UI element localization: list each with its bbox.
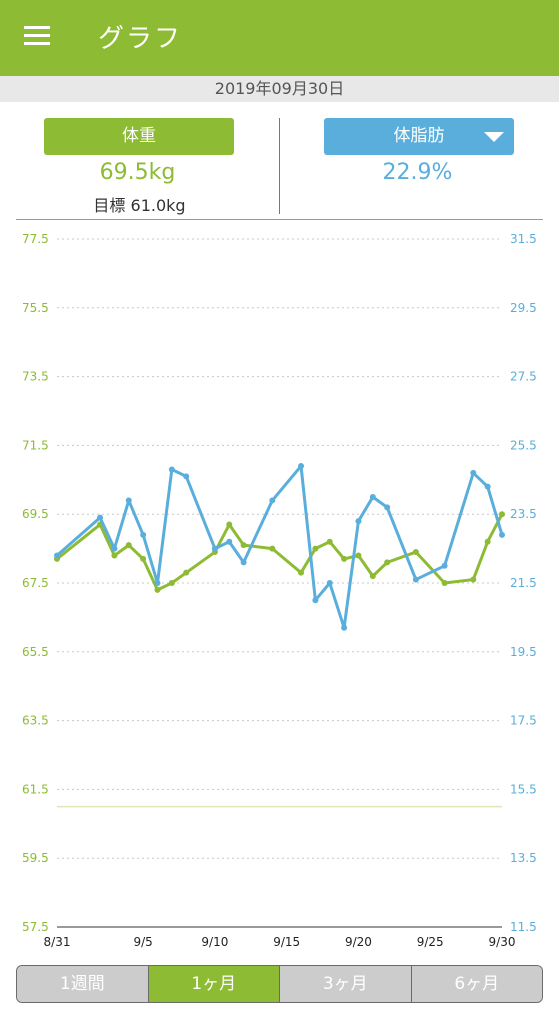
weight-data-point	[183, 569, 190, 576]
body-fat-data-point	[384, 504, 391, 511]
weight-fat-chart: 77.5 31.5 75.5 29.5 73.5 27.5 71.5 25.5 69.5 23.5…	[0, 222, 559, 960]
weight-data-point	[355, 552, 362, 559]
body-fat-data-point	[312, 597, 319, 604]
app-bar: グラフ	[0, 0, 559, 76]
right-axis-tick: 19.5	[510, 645, 537, 659]
x-axis-tick: 8/31	[44, 935, 71, 949]
weight-data-point	[168, 580, 175, 586]
header-divider	[16, 219, 543, 220]
weight-data-point	[484, 538, 491, 545]
weight-goal: 目標 61.0kg	[93, 196, 186, 215]
weight-data-point	[140, 555, 147, 562]
right-axis-tick: 15.5	[510, 782, 537, 796]
weight-data-point	[226, 521, 233, 528]
weight-data-point	[111, 552, 118, 559]
x-axis-tick: 9/30	[489, 935, 516, 949]
weight-series-line	[56, 513, 504, 592]
body-fat-data-point	[355, 518, 362, 525]
tab-3-months[interactable]: 3ヶ月	[280, 966, 412, 1002]
weight-data-point	[312, 545, 319, 552]
right-axis-tick: 17.5	[510, 714, 537, 728]
weight-data-point	[125, 542, 132, 549]
left-axis-tick: 57.5	[22, 920, 49, 934]
period-tabs: 1週間 1ヶ月 3ヶ月 6ヶ月	[16, 965, 543, 1003]
tab-1-week[interactable]: 1週間	[17, 966, 149, 1002]
x-axis-tick: 9/5	[133, 935, 152, 949]
left-axis-tick: 63.5	[22, 714, 49, 728]
right-axis-tick: 11.5	[510, 920, 537, 934]
body-fat-data-point	[470, 469, 477, 476]
tab-1-month[interactable]: 1ヶ月	[148, 966, 280, 1002]
weight-data-point	[298, 569, 305, 576]
hamburger-menu-icon[interactable]	[24, 26, 52, 48]
x-axis-tick: 9/15	[273, 935, 300, 949]
weight-panel: 体重 69.5kg 目標 61.0kg	[0, 102, 279, 220]
body-fat-data-point	[211, 545, 218, 552]
body-fat-data-point	[298, 463, 305, 470]
left-axis-tick: 61.5	[22, 782, 49, 796]
weight-data-point	[441, 580, 448, 586]
body-fat-data-point	[499, 531, 505, 538]
dropdown-triangle-icon	[484, 132, 504, 142]
left-axis-tick: 69.5	[22, 507, 49, 521]
weight-data-point	[384, 559, 391, 566]
date-display: 2019年09月30日	[0, 76, 559, 102]
body-fat-data-point	[125, 497, 132, 504]
body-fat-series-line	[56, 464, 504, 630]
body-fat-data-point	[226, 538, 233, 545]
left-axis-tick: 77.5	[22, 232, 49, 246]
body-fat-data-point	[183, 473, 190, 480]
body-fat-data-point	[484, 483, 491, 490]
left-axis-tick: 71.5	[22, 438, 49, 452]
body-fat-data-point	[111, 545, 118, 552]
body-fat-data-point	[140, 531, 147, 538]
x-axis-tick: 9/25	[417, 935, 444, 949]
left-axis-tick: 59.5	[22, 851, 49, 865]
x-axis-tick: 9/10	[201, 935, 228, 949]
body-fat-data-point	[441, 562, 448, 569]
weight-data-point	[269, 545, 276, 552]
weight-data-point	[470, 576, 477, 583]
body-fat-data-point	[54, 552, 60, 559]
body-fat-data-point	[326, 580, 333, 586]
weight-button[interactable]: 体重	[44, 118, 234, 155]
right-axis-tick: 21.5	[510, 576, 537, 590]
body-fat-data-point	[412, 576, 419, 583]
body-fat-data-point	[341, 624, 348, 631]
body-fat-data-point	[240, 559, 247, 566]
left-axis-tick: 65.5	[22, 645, 49, 659]
weight-data-point	[499, 511, 505, 518]
weight-data-point	[154, 586, 161, 593]
weight-value: 69.5kg	[99, 160, 176, 185]
body-fat-panel: 体脂肪 22.9%	[280, 102, 559, 220]
right-axis-tick: 29.5	[510, 301, 537, 315]
right-axis-tick: 25.5	[510, 438, 537, 452]
tab-6-months[interactable]: 6ヶ月	[411, 966, 542, 1002]
body-fat-data-point	[369, 494, 376, 500]
body-fat-label: 体脂肪	[393, 126, 445, 146]
x-axis-tick: 9/20	[345, 935, 372, 949]
left-axis-tick: 73.5	[22, 370, 49, 384]
weight-data-point	[412, 549, 419, 556]
body-fat-data-point	[168, 466, 175, 473]
body-fat-dropdown[interactable]: 体脂肪	[324, 118, 514, 155]
right-axis-tick: 27.5	[510, 370, 537, 384]
right-axis-tick: 31.5	[510, 232, 537, 246]
body-fat-value: 22.9%	[382, 160, 453, 185]
right-axis-tick: 23.5	[510, 507, 537, 521]
left-axis-tick: 75.5	[22, 301, 49, 315]
right-axis-tick: 13.5	[510, 851, 537, 865]
page-title: グラフ	[98, 24, 183, 54]
weight-data-point	[326, 538, 333, 545]
weight-data-point	[369, 573, 376, 580]
panel-divider	[279, 118, 280, 214]
left-axis-tick: 67.5	[22, 576, 49, 590]
body-fat-data-point	[269, 497, 276, 504]
body-fat-data-point	[154, 580, 161, 586]
weight-data-point	[341, 555, 348, 562]
chart-svg: 77.5 31.5 75.5 29.5 73.5 27.5 71.5 25.5 69.5 23.5…	[22, 232, 537, 949]
body-fat-data-point	[97, 514, 104, 521]
weight-data-point	[240, 542, 247, 549]
